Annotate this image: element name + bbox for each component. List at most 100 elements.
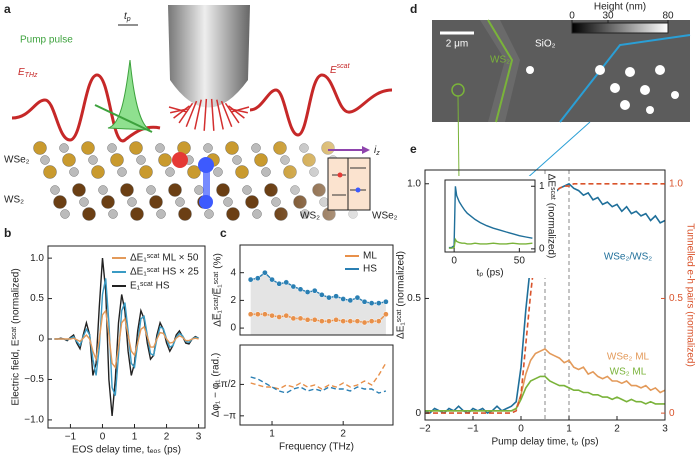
near-field-arrows bbox=[168, 98, 250, 131]
atom bbox=[108, 209, 118, 219]
y-axis-title: ΔEˢᶜᵃᵗ (normalized) bbox=[545, 174, 556, 259]
series-label: WS₂ ML bbox=[610, 367, 647, 378]
atom bbox=[62, 153, 76, 167]
tp-label: tp bbox=[124, 11, 131, 23]
ethz-sub: THz bbox=[25, 72, 38, 79]
hole bbox=[198, 157, 214, 173]
colorbar-tick-label: 80 bbox=[662, 11, 674, 22]
point bbox=[375, 300, 382, 307]
atom bbox=[91, 165, 105, 179]
atom bbox=[43, 165, 57, 179]
x-tick-label: 3 bbox=[196, 432, 202, 443]
tp-sub: p bbox=[126, 16, 131, 23]
substrate-label: SiO₂ bbox=[535, 39, 556, 50]
atom bbox=[149, 195, 163, 209]
atom bbox=[226, 207, 240, 221]
atom bbox=[252, 209, 262, 219]
x-tick-label: 1 bbox=[132, 432, 138, 443]
colorbar-tick-label: 0 bbox=[569, 11, 575, 22]
colorbar-ticks: 0 30 80 bbox=[569, 11, 674, 23]
y-tick-label: 4 bbox=[230, 267, 236, 278]
axes-frame bbox=[424, 169, 666, 421]
series-line bbox=[54, 278, 199, 396]
x-axis-title: Pump delay time, tₚ (ps) bbox=[491, 437, 598, 448]
y-tick-label: −π/2 bbox=[215, 379, 237, 390]
x-tick-label: 0 bbox=[451, 256, 457, 267]
field-arrow bbox=[173, 105, 190, 119]
y-tick-label: 1.0 bbox=[407, 178, 421, 189]
point bbox=[297, 286, 304, 293]
flake-ws2 bbox=[480, 20, 520, 122]
point bbox=[368, 318, 375, 325]
x-tick-label: 3 bbox=[662, 424, 668, 435]
atom bbox=[156, 209, 166, 219]
atom bbox=[107, 143, 117, 153]
i-sub: z bbox=[375, 150, 380, 157]
field-arrow bbox=[230, 108, 249, 114]
y-tick-label: −1.0 bbox=[24, 415, 44, 426]
x-tick-label: 2 bbox=[340, 429, 346, 440]
ws2-outline bbox=[487, 19, 514, 123]
y-tick-label: 2 bbox=[230, 295, 236, 306]
series-line bbox=[425, 375, 665, 412]
atom bbox=[110, 153, 124, 167]
tip bbox=[168, 5, 250, 108]
atom bbox=[242, 185, 252, 195]
point bbox=[247, 311, 254, 318]
atom bbox=[136, 155, 146, 165]
atom bbox=[187, 165, 201, 179]
y-axis-title: ΔE₁ˢᶜᵃᵗ (normalized) bbox=[396, 251, 407, 339]
atom bbox=[129, 141, 143, 155]
atom bbox=[98, 185, 108, 195]
ethz-label: ETHz bbox=[18, 67, 38, 79]
atom bbox=[158, 153, 172, 167]
arrowhead bbox=[362, 146, 370, 154]
series-label: WSe₂/WS₂ bbox=[604, 252, 652, 263]
axes-frame bbox=[444, 179, 536, 253]
x-tick-label: 0 bbox=[100, 432, 106, 443]
atom bbox=[59, 143, 69, 153]
axes-frame bbox=[47, 245, 206, 429]
i-base: i bbox=[374, 145, 377, 156]
atom bbox=[101, 195, 115, 209]
field-arrow bbox=[185, 100, 198, 128]
pump-pulse bbox=[107, 59, 151, 131]
panel-label: d bbox=[410, 2, 417, 16]
point bbox=[297, 315, 304, 322]
series-line bbox=[250, 362, 387, 390]
tunnel bbox=[203, 165, 210, 200]
axes-frame bbox=[239, 344, 394, 426]
point bbox=[304, 316, 311, 323]
point bbox=[361, 298, 368, 305]
atom bbox=[40, 155, 50, 165]
point bbox=[262, 311, 268, 318]
schematic: Pump pulse tp ETHz Escat WSe₂ WS₂ iz WS₂… bbox=[4, 5, 400, 225]
atom bbox=[82, 207, 96, 221]
pump-arrow bbox=[94, 104, 153, 133]
atom bbox=[60, 209, 70, 219]
atom bbox=[146, 185, 156, 195]
field-arrow bbox=[216, 99, 224, 130]
point bbox=[383, 311, 389, 318]
series-line bbox=[448, 237, 533, 249]
atom bbox=[203, 143, 213, 153]
y2-tick-label: 0 bbox=[669, 408, 675, 419]
current-label: iz bbox=[374, 145, 380, 157]
x-tick-label: 1 bbox=[566, 424, 572, 435]
point bbox=[347, 297, 354, 304]
series-line bbox=[448, 186, 533, 249]
point bbox=[304, 289, 311, 295]
point bbox=[247, 276, 254, 283]
escat-sup: scat bbox=[337, 63, 351, 70]
panel-label: b bbox=[4, 226, 11, 240]
y-tick-label: 0 bbox=[230, 323, 236, 334]
point bbox=[318, 318, 325, 325]
hole bbox=[199, 195, 213, 209]
atom bbox=[175, 197, 185, 207]
electron bbox=[172, 152, 188, 168]
point bbox=[333, 316, 339, 323]
connector bbox=[524, 121, 591, 181]
pump-label: Pump pulse bbox=[20, 35, 73, 46]
atom bbox=[33, 141, 47, 155]
